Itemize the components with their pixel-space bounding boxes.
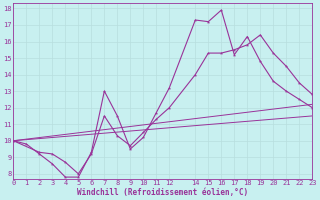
X-axis label: Windchill (Refroidissement éolien,°C): Windchill (Refroidissement éolien,°C) bbox=[77, 188, 248, 197]
